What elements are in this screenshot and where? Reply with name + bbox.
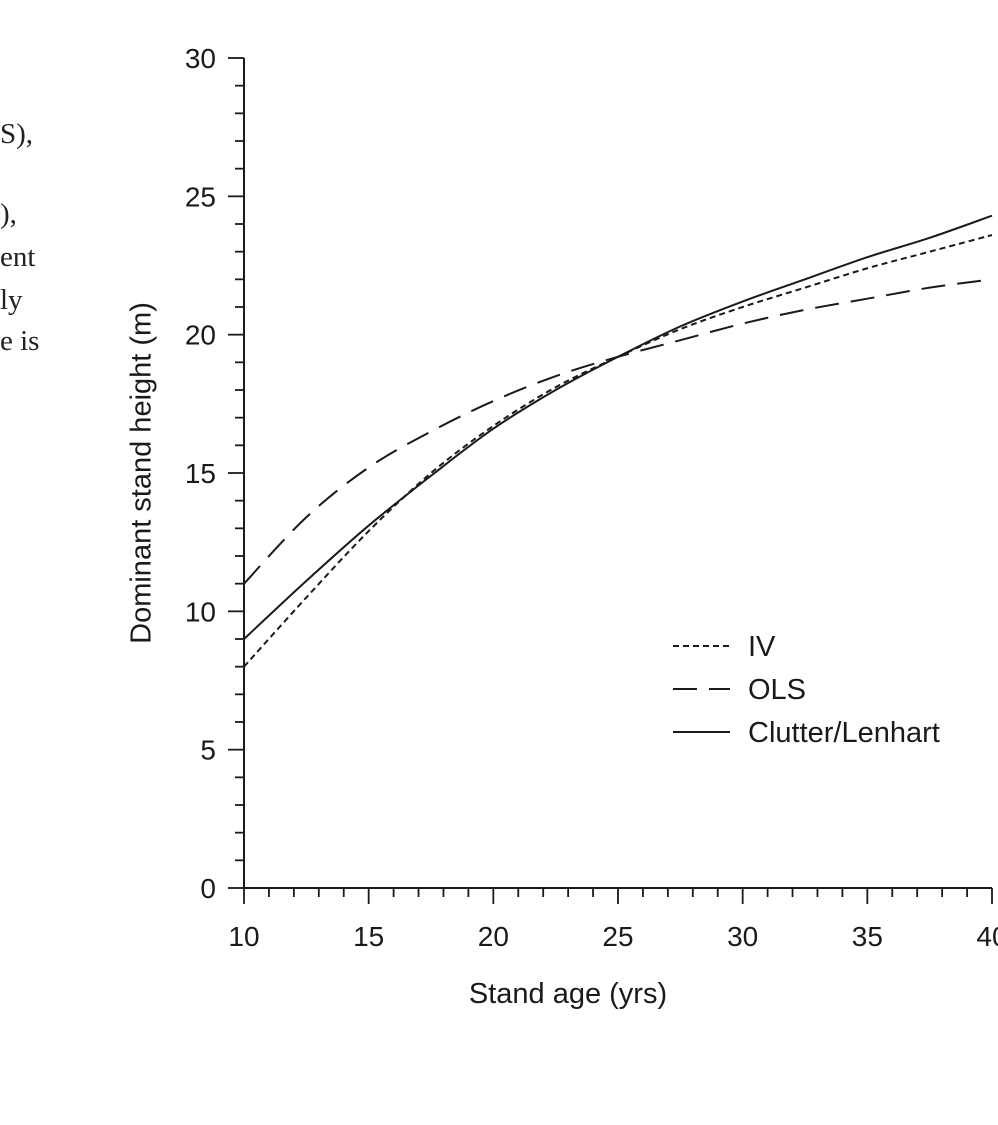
series-lines (243, 214, 993, 668)
x-tick-label: 40 (976, 921, 998, 952)
x-axis-title: Stand age (yrs) (469, 978, 667, 1010)
y-tick-label: 0 (200, 873, 216, 904)
side-text-line: ent (0, 241, 36, 273)
tick-labels: 0 5 10 15 20 25 30 10 15 20 25 30 35 40 (185, 43, 998, 952)
y-tick-label: 25 (185, 181, 216, 212)
series-line-iv (243, 234, 993, 668)
legend-label: Clutter/Lenhart (748, 717, 940, 749)
side-text-line: S), (0, 118, 34, 150)
x-tick-label: 20 (478, 921, 509, 952)
x-tick-label: 10 (228, 921, 259, 952)
legend-label: IV (748, 631, 776, 663)
axes (243, 58, 992, 889)
series-line-clutter-lenhart (243, 214, 993, 640)
x-tick-label: 35 (852, 921, 883, 952)
side-text-line: e is (0, 325, 40, 357)
x-tick-label: 30 (727, 921, 758, 952)
y-tick-label: 10 (185, 596, 216, 627)
y-tick-label: 15 (185, 458, 216, 489)
series-line-ols (243, 278, 993, 585)
legend-label: OLS (748, 674, 806, 706)
x-tick-label: 25 (602, 921, 633, 952)
ticks (228, 57, 993, 904)
y-tick-label: 20 (185, 320, 216, 351)
y-tick-label: 30 (185, 43, 216, 74)
y-tick-label: 5 (200, 735, 216, 766)
legend: IV OLS Clutter/Lenhart (673, 631, 940, 749)
side-text-line: ), (0, 198, 17, 230)
y-axis-title: Dominant stand height (m) (126, 302, 158, 644)
x-tick-label: 15 (353, 921, 384, 952)
side-text-line: ly (0, 284, 23, 316)
